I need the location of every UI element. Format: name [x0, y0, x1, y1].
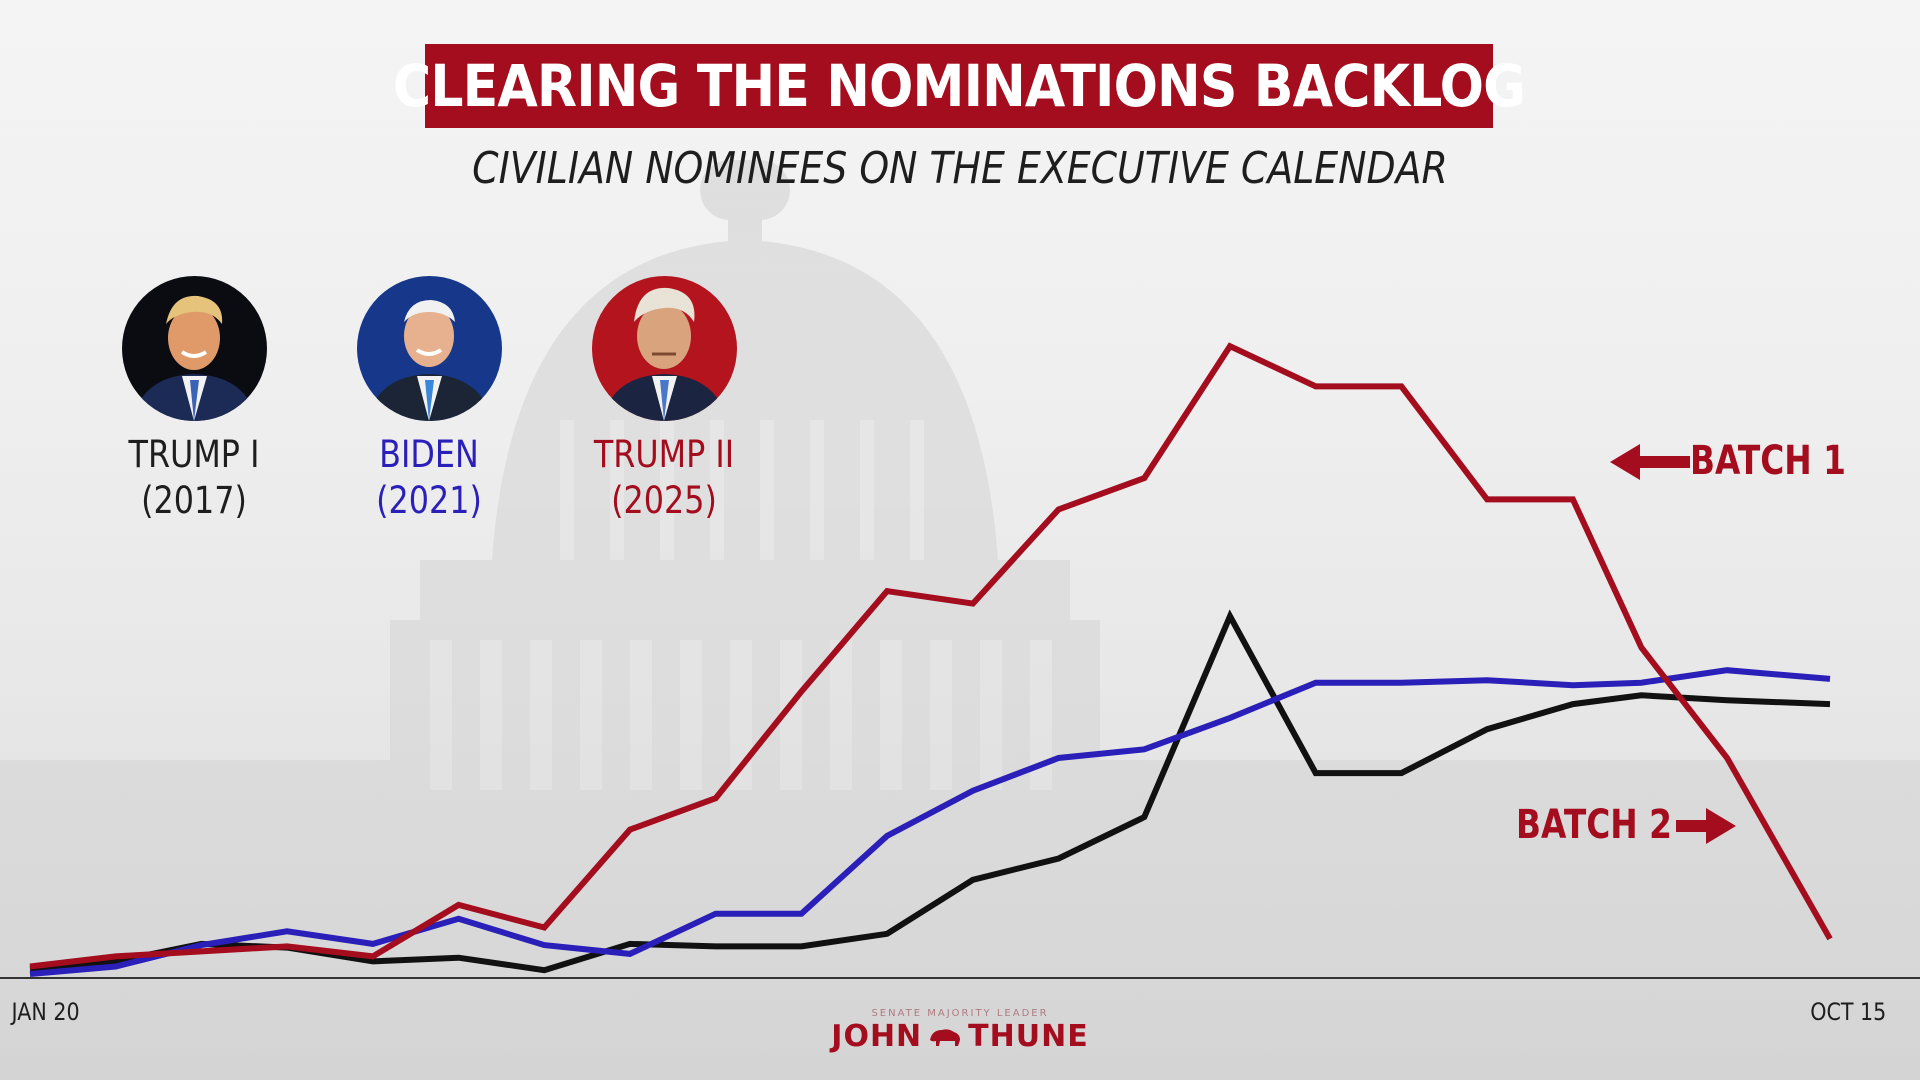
logo-top-line: SENATE MAJORITY LEADER — [871, 1008, 1049, 1019]
legend-year: (2025) — [611, 479, 717, 522]
logo-first-name: JOHN — [831, 1019, 923, 1054]
logo-last-name: THUNE — [968, 1019, 1089, 1054]
legend-name: BIDEN — [379, 433, 479, 476]
logo-name: JOHN THUNE — [820, 1019, 1100, 1054]
legend-item-biden: BIDEN (2021) — [334, 432, 523, 524]
series-trump-ii-2025 — [29, 342, 1833, 970]
legend-item-trump-2017: TRUMP I (2017) — [99, 432, 288, 524]
series-line — [29, 667, 1831, 977]
x-axis-end-label: OCT 15 — [1810, 998, 1887, 1026]
biden-portrait-icon — [357, 276, 502, 421]
series-trump-i-2017 — [29, 609, 1831, 974]
legend-name: TRUMP II — [593, 433, 735, 476]
legend-name: TRUMP I — [128, 433, 260, 476]
x-axis-start-label: JAN 20 — [11, 998, 80, 1026]
chart-subtitle: CIVILIAN NOMINEES ON THE EXECUTIVE CALEN… — [472, 143, 1448, 194]
batch-1-label: BATCH 1 — [1690, 438, 1846, 484]
chart-title: CLEARING THE NOMINATIONS BACKLOG — [392, 52, 1526, 120]
series-line — [29, 609, 1831, 974]
batch-2-arrow-icon — [1676, 808, 1736, 844]
legend-year: (2017) — [141, 479, 247, 522]
series-layer — [29, 342, 1833, 977]
batch-2-label: BATCH 2 — [1516, 802, 1672, 848]
series-line — [29, 342, 1833, 970]
legend-year: (2021) — [376, 479, 482, 522]
trump-2017-portrait-icon — [122, 276, 267, 421]
bison-icon — [930, 1028, 961, 1046]
john-thune-logo: SENATE MAJORITY LEADER JOHN THUNE — [820, 1008, 1100, 1054]
series-biden-2021 — [29, 667, 1831, 977]
batch-1-arrow-icon — [1610, 444, 1690, 480]
legend-item-trump-2025: TRUMP II (2025) — [569, 432, 758, 524]
title-banner: CLEARING THE NOMINATIONS BACKLOG — [393, 44, 1526, 128]
trump-2025-portrait-icon — [592, 276, 737, 421]
